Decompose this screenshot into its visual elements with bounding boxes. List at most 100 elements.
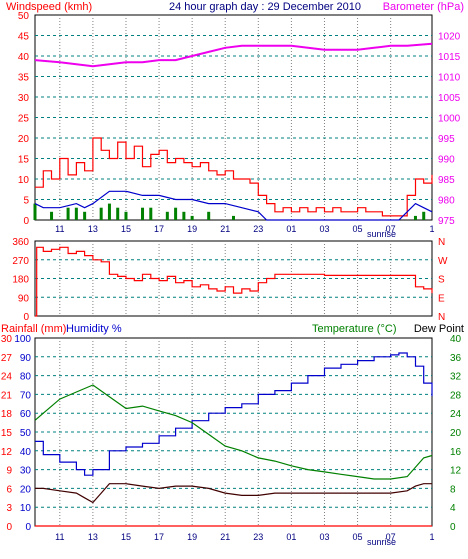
temperature-tick-label: 24 <box>450 409 462 420</box>
humidity-tick-label: 0 <box>25 522 31 533</box>
rainfall-tick-label: 3 <box>6 503 12 514</box>
windspeed-axis-title: Windspeed (kmh) <box>6 1 92 13</box>
windspeed-tick-label: 5 <box>23 196 29 207</box>
wind-bar <box>413 215 417 220</box>
wind-bar <box>190 215 194 220</box>
sunrise-label-bottom: sunrise <box>367 537 396 547</box>
windspeed-tick-label: 20 <box>18 134 30 145</box>
rainfall-tick-label: 6 <box>6 484 12 495</box>
x-tick-label: 23 <box>253 224 263 234</box>
x-tick-label: 01 <box>286 532 296 542</box>
wind-gust-line <box>35 137 433 217</box>
humidity-tick-label: 90 <box>20 353 32 364</box>
x-tick-label: 19 <box>187 532 197 542</box>
humidity-tick-label: 70 <box>20 390 32 401</box>
x-tick-label: 01 <box>286 224 296 234</box>
wind-bar <box>83 211 87 220</box>
direction-tick-label: 180 <box>12 275 29 286</box>
barometer-tick-label: 980 <box>438 196 455 207</box>
temperature-tick-label: 20 <box>450 428 462 439</box>
rainfall-tick-label: 21 <box>1 390 13 401</box>
wind-bar <box>99 207 103 220</box>
wind-bar <box>116 207 120 220</box>
grid-lines <box>35 15 432 526</box>
humidity-tick-label: 20 <box>20 484 32 495</box>
x-tick-label: 07 <box>386 532 396 542</box>
wind-bar <box>107 203 111 220</box>
x-tick-label: 1 <box>429 532 434 542</box>
temperature-tick-label: 40 <box>450 334 462 345</box>
rainfall-tick-label: 30 <box>1 334 13 345</box>
temperature-tick-label: 8 <box>450 484 456 495</box>
x-tick-label: 11 <box>55 224 64 234</box>
barometer-tick-label: 990 <box>438 155 455 166</box>
x-tick-label: 13 <box>88 224 98 234</box>
wind-bar <box>174 207 178 220</box>
temperature-tick-label: 12 <box>450 466 462 477</box>
wind-bar <box>165 211 169 220</box>
windspeed-tick-label: 45 <box>18 32 30 43</box>
wind-bar <box>33 203 37 220</box>
humidity-axis-title: Humidity % <box>66 323 122 335</box>
wind-bar <box>50 211 54 220</box>
x-tick-label: 07 <box>386 224 396 234</box>
compass-tick-label: S <box>438 275 445 286</box>
dewpoint-axis-title: Dew Point <box>414 323 464 335</box>
barometer-tick-label: 1000 <box>438 114 461 125</box>
wind-bar <box>207 211 211 220</box>
barometer-tick-label: 995 <box>438 134 455 145</box>
x-tick-label: 17 <box>154 532 164 542</box>
windspeed-tick-label: 35 <box>18 73 30 84</box>
humidity-line <box>35 352 433 476</box>
humidity-tick-label: 60 <box>20 409 32 420</box>
dew-point-line <box>35 483 432 504</box>
humidity-tick-label: 80 <box>20 372 32 383</box>
wind-bar <box>149 207 153 220</box>
temperature-tick-label: 36 <box>450 353 462 364</box>
x-tick-label: 13 <box>88 532 98 542</box>
humidity-tick-label: 10 <box>20 503 32 514</box>
barometer-tick-label: 1005 <box>438 93 461 104</box>
wind-bar <box>422 211 426 220</box>
windspeed-tick-label: 10 <box>18 175 30 186</box>
x-tick-label: 03 <box>319 532 329 542</box>
humidity-tick-label: 40 <box>20 447 32 458</box>
compass-tick-label: W <box>438 256 448 267</box>
x-tick-label: 05 <box>353 532 363 542</box>
series-layer <box>33 42 433 527</box>
humidity-tick-label: 30 <box>20 466 32 477</box>
direction-tick-label: 0 <box>23 312 29 323</box>
barometer-tick-label: 1010 <box>438 73 461 84</box>
compass-tick-label: N <box>438 312 445 323</box>
direction-tick-label: 360 <box>12 237 29 248</box>
wind-bar <box>74 207 78 220</box>
windspeed-tick-label: 50 <box>18 11 30 22</box>
windspeed-tick-label: 15 <box>18 155 30 166</box>
temperature-axis-title: Temperature (°C) <box>312 323 396 335</box>
barometer-axis-title: Barometer (hPa) <box>383 1 464 13</box>
rainfall-tick-label: 27 <box>1 353 13 364</box>
x-tick-label: 15 <box>121 532 131 542</box>
rainfall-tick-label: 15 <box>1 428 13 439</box>
tick-labels: 1111131315151717191921212323010103030505… <box>1 11 462 542</box>
wind-bar <box>232 215 235 220</box>
rainfall-tick-label: 24 <box>1 372 13 383</box>
x-tick-label: 17 <box>154 224 164 234</box>
humidity-tick-label: 50 <box>20 428 32 439</box>
temperature-tick-label: 16 <box>450 447 462 458</box>
wind-bar <box>182 211 186 220</box>
windspeed-tick-label: 0 <box>23 216 29 227</box>
compass-tick-label: N <box>438 237 445 248</box>
rainfall-tick-label: 18 <box>1 409 13 420</box>
rainfall-axis-title: Rainfall (mm) <box>1 323 66 335</box>
humidity-tick-label: 100 <box>14 334 31 345</box>
wind-bar <box>124 211 128 220</box>
wind-bar <box>66 207 70 220</box>
barometer-tick-label: 1020 <box>438 32 461 43</box>
x-tick-label: 21 <box>220 532 230 542</box>
barometer-line <box>34 42 433 68</box>
compass-tick-label: E <box>438 293 445 304</box>
x-tick-label: 15 <box>121 224 131 234</box>
